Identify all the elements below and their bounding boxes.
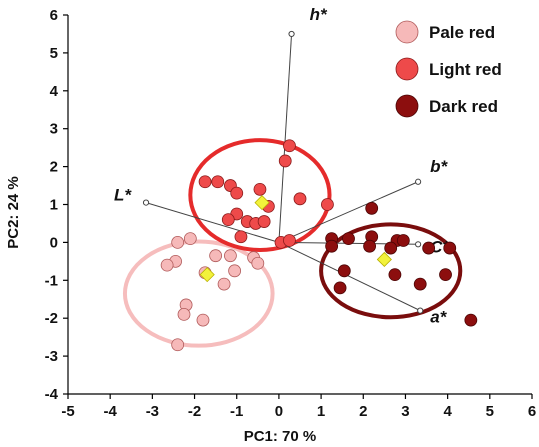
legend-label: Dark red (429, 97, 498, 116)
y-tick-label: -2 (45, 310, 58, 327)
y-tick-label: 6 (50, 7, 58, 24)
ellipse-pale-red (122, 239, 275, 348)
y-tick-label: -3 (45, 348, 58, 365)
legend-label: Pale red (429, 23, 495, 42)
point-pale-red (209, 249, 223, 263)
y-axis-title: PC2: 24 % (5, 176, 22, 249)
x-tick-label: 5 (486, 403, 494, 420)
loading-vector-line (278, 241, 421, 312)
point-pale-red (177, 308, 191, 321)
x-tick-label: -1 (230, 403, 243, 420)
loading-vector-label: b* (430, 157, 448, 176)
x-tick-label: -2 (188, 403, 201, 420)
point-light-red (283, 139, 296, 153)
x-tick-label: -4 (104, 403, 118, 420)
point-dark-red (388, 268, 402, 282)
point-dark-red (422, 241, 436, 255)
loading-vector-label: h* (310, 5, 328, 24)
y-tick-label: -4 (45, 386, 59, 403)
loading-vector-tip (142, 199, 150, 206)
point-pale-red (196, 313, 210, 327)
point-pale-red (183, 232, 197, 246)
point-dark-red (413, 277, 427, 291)
centroid-dark-red (376, 251, 392, 268)
x-axis-title: PC1: 70 % (244, 428, 317, 445)
ellipses-group (122, 138, 463, 348)
point-light-red (198, 175, 212, 189)
x-tick-label: 0 (275, 403, 283, 420)
x-tick-label: 4 (443, 403, 452, 420)
centroid-pale-red (199, 267, 215, 283)
point-pale-red (217, 277, 231, 291)
loading-vector-tip (415, 178, 422, 185)
centroids-group (199, 195, 392, 283)
y-tick-label: 3 (50, 121, 58, 138)
y-tick-label: 0 (50, 234, 58, 251)
y-tick-label: 2 (50, 159, 58, 176)
legend-swatch (395, 94, 419, 118)
point-light-red (234, 230, 248, 244)
loading-vectors-group: h*b*C*a*L* (114, 5, 450, 327)
point-dark-red (337, 264, 351, 278)
point-light-red (221, 213, 235, 227)
ellipse-dark-red (319, 222, 463, 320)
point-light-red (211, 175, 225, 189)
x-tick-label: 6 (528, 403, 536, 420)
point-dark-red (443, 241, 457, 255)
y-tick-label: 5 (50, 45, 58, 62)
point-dark-red (363, 239, 377, 253)
point-light-red (230, 186, 244, 200)
point-dark-red (342, 232, 355, 246)
point-light-red (321, 198, 334, 211)
point-light-red (257, 215, 271, 228)
point-dark-red (384, 241, 398, 255)
legend-label: Light red (429, 60, 502, 79)
points-group (160, 139, 478, 352)
loading-vector-label: a* (430, 308, 447, 327)
x-tick-label: 3 (401, 403, 409, 420)
x-tick-label: 2 (359, 403, 367, 420)
point-pale-red (171, 338, 185, 352)
point-light-red (278, 154, 292, 168)
point-dark-red (365, 201, 379, 215)
loading-vector-label: L* (114, 186, 132, 205)
point-pale-red (171, 235, 185, 249)
point-light-red (283, 234, 296, 247)
legend: Pale red Light red Dark red (395, 20, 502, 118)
point-pale-red (251, 256, 265, 270)
point-pale-red (228, 264, 242, 278)
point-dark-red (396, 234, 410, 247)
legend-swatch (395, 20, 419, 44)
point-dark-red (333, 281, 347, 295)
point-dark-red (464, 313, 478, 327)
loading-vector-tip (417, 307, 424, 314)
ellipse-light-red (188, 138, 332, 252)
loading-vector-line (278, 33, 293, 243)
legend-swatch (395, 57, 419, 81)
point-pale-red (160, 258, 174, 272)
loading-vector-tip (288, 30, 295, 38)
point-pale-red (223, 249, 237, 263)
point-dark-red (439, 268, 452, 282)
x-tick-label: -3 (146, 403, 159, 420)
point-light-red (293, 192, 307, 206)
loading-vector-line (278, 181, 419, 243)
loading-vector-line (145, 202, 280, 243)
y-tick-label: 4 (50, 83, 59, 100)
x-tick-label: -5 (61, 403, 74, 420)
loading-vector-tip (415, 241, 422, 248)
y-tick-label: 1 (50, 197, 58, 214)
y-tick-label: -1 (45, 272, 58, 289)
centroid-light-red (254, 195, 270, 211)
point-dark-red (325, 239, 339, 253)
point-light-red (253, 182, 267, 196)
x-tick-label: 1 (317, 403, 325, 420)
